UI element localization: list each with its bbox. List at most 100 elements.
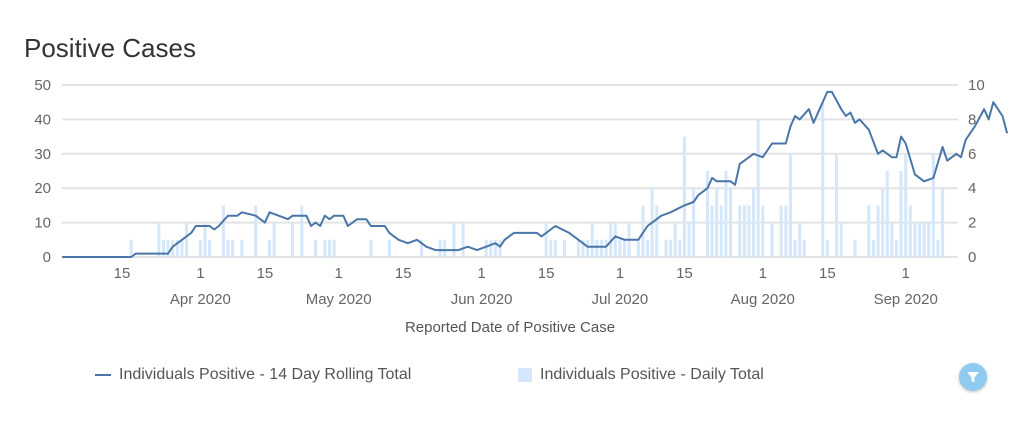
- daily-total-bar: [613, 222, 617, 257]
- x-tick-label: 1: [334, 265, 342, 282]
- daily-total-bar: [738, 205, 742, 257]
- daily-total-bar: [802, 239, 806, 257]
- daily-total-bar: [756, 119, 760, 258]
- daily-total-bar: [240, 239, 244, 257]
- daily-total-bar: [784, 205, 788, 257]
- daily-total-bar: [180, 239, 184, 257]
- daily-total-bar: [678, 239, 682, 257]
- daily-total-bar: [682, 136, 686, 257]
- daily-total-bar: [327, 239, 331, 257]
- daily-total-bar: [821, 102, 825, 257]
- daily-total-bar: [254, 205, 258, 257]
- daily-total-bar: [544, 222, 548, 257]
- x-tick-label: 1: [902, 265, 910, 282]
- daily-total-bar: [553, 239, 557, 257]
- y-right-tick-label: 8: [968, 111, 976, 128]
- x-tick-label: 1: [616, 265, 624, 282]
- daily-total-bar: [166, 239, 170, 257]
- y-left-tick-label: 0: [43, 249, 51, 266]
- daily-total-bar: [941, 188, 945, 257]
- x-tick-label: 1: [196, 265, 204, 282]
- x-tick-label: 15: [819, 265, 836, 282]
- daily-total-bar: [438, 239, 442, 257]
- daily-total-bar: [839, 222, 843, 257]
- daily-total-bar: [793, 239, 797, 257]
- x-tick-label: 15: [257, 265, 274, 282]
- daily-total-bar: [655, 205, 659, 257]
- y-right-tick-label: 0: [968, 249, 976, 266]
- x-tick-label: 15: [538, 265, 555, 282]
- daily-total-bar: [157, 222, 161, 257]
- daily-total-bar: [595, 239, 599, 257]
- x-tick-label: 15: [676, 265, 693, 282]
- daily-total-bar: [231, 239, 235, 257]
- x-axis-title: Reported Date of Positive Case: [405, 319, 615, 336]
- y-right-tick-label: 2: [968, 215, 976, 232]
- daily-total-bar: [825, 239, 829, 257]
- daily-total-bar: [129, 239, 133, 257]
- daily-total-bar: [664, 239, 668, 257]
- x-tick-label: 1: [477, 265, 485, 282]
- daily-total-bar: [747, 205, 751, 257]
- daily-total-bar: [673, 222, 677, 257]
- daily-total-bar: [871, 239, 875, 257]
- rolling-total-line: [62, 90, 1009, 258]
- line-swatch-icon: [95, 374, 111, 376]
- daily-total-bar: [669, 239, 673, 257]
- daily-total-bar: [710, 205, 714, 257]
- legend-item-daily-total[interactable]: Individuals Positive - Daily Total: [518, 366, 764, 384]
- legend-item-rolling-total[interactable]: Individuals Positive - 14 Day Rolling To…: [95, 366, 411, 384]
- legend-label: Individuals Positive - 14 Day Rolling To…: [119, 366, 412, 383]
- y-left-tick-label: 30: [34, 146, 51, 163]
- daily-total-bar: [291, 222, 295, 257]
- daily-total-bar: [590, 222, 594, 257]
- daily-total-bar: [175, 239, 179, 257]
- daily-total-bar: [581, 239, 585, 257]
- x-month-label: Jul 2020: [592, 291, 649, 308]
- filter-button[interactable]: [959, 363, 987, 391]
- daily-total-bar: [931, 153, 935, 257]
- y-right-tick-label: 4: [968, 180, 976, 197]
- daily-total-bar: [742, 205, 746, 257]
- daily-total-bar: [692, 188, 696, 257]
- daily-total-bar: [618, 239, 622, 257]
- daily-total-bar: [876, 205, 880, 257]
- daily-total-bar: [752, 188, 756, 257]
- daily-total-bar: [161, 239, 165, 257]
- x-month-label: Jun 2020: [451, 291, 513, 308]
- daily-total-bar: [268, 239, 272, 257]
- y-left-tick-label: 10: [34, 215, 51, 232]
- x-month-label: Apr 2020: [170, 291, 231, 308]
- x-month-label: Aug 2020: [731, 291, 795, 308]
- daily-total-bar: [904, 153, 908, 257]
- daily-total-bar: [489, 239, 493, 257]
- daily-total-bar: [636, 239, 640, 257]
- bar-swatch-icon: [518, 368, 532, 382]
- daily-total-bar: [314, 239, 318, 257]
- daily-total-bar: [586, 239, 590, 257]
- daily-total-bar: [835, 153, 839, 257]
- x-tick-label: 15: [114, 265, 131, 282]
- daily-total-bar: [443, 239, 447, 257]
- daily-total-bar: [724, 171, 728, 257]
- daily-total-bar: [484, 239, 488, 257]
- y-left-tick-label: 40: [34, 111, 51, 128]
- daily-total-bar: [332, 239, 336, 257]
- daily-total-bar: [885, 171, 889, 257]
- daily-total-bar: [853, 239, 857, 257]
- daily-total-bar: [185, 222, 189, 257]
- daily-total-bar: [208, 239, 212, 257]
- daily-total-bar: [779, 205, 783, 257]
- daily-total-bar: [687, 222, 691, 257]
- daily-total-bar: [913, 222, 917, 257]
- x-month-label: Sep 2020: [874, 291, 938, 308]
- daily-total-bar: [493, 239, 497, 257]
- chart-title: Positive Cases: [24, 33, 196, 63]
- daily-total-bar: [719, 205, 723, 257]
- daily-total-bar: [936, 239, 940, 257]
- x-tick-label: 15: [395, 265, 412, 282]
- daily-total-bar: [498, 239, 502, 257]
- daily-total-bar: [563, 239, 567, 257]
- daily-total-bar: [715, 188, 719, 257]
